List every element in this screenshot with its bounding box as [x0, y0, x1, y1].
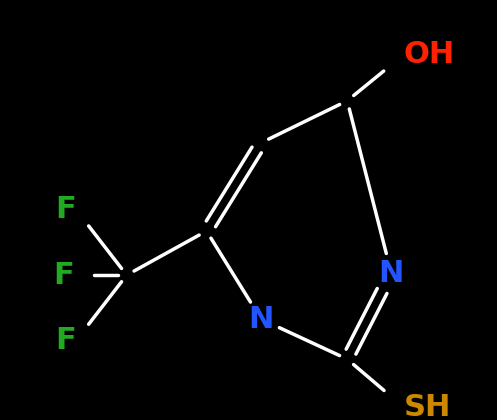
Text: SH: SH: [404, 393, 451, 420]
Text: N: N: [248, 304, 274, 334]
Text: F: F: [56, 326, 77, 355]
Text: N: N: [379, 258, 404, 288]
Text: OH: OH: [404, 40, 455, 69]
Text: F: F: [56, 195, 77, 225]
Text: F: F: [54, 260, 74, 290]
